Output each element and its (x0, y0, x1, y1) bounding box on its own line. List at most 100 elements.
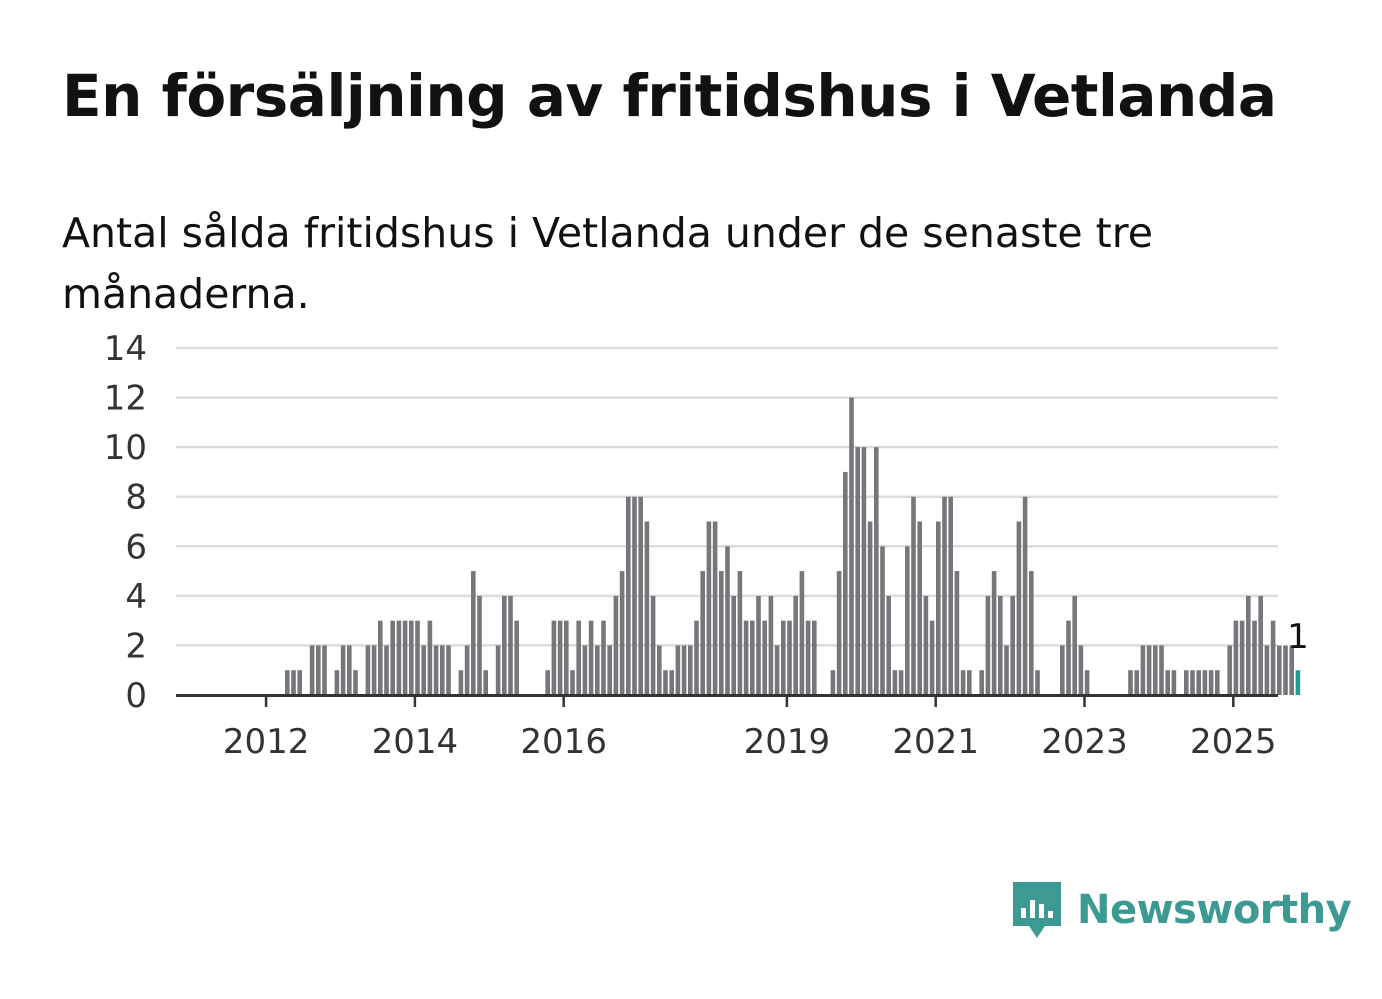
bar (681, 645, 687, 695)
bar (365, 645, 371, 695)
bar (892, 670, 898, 695)
bar (1146, 645, 1152, 695)
highlighted-bar (1295, 670, 1301, 695)
bar (843, 471, 848, 695)
bar (905, 546, 910, 695)
bar (1289, 645, 1294, 695)
bar (1258, 595, 1263, 695)
y-tick-label: 10 (104, 428, 147, 468)
bar (1208, 670, 1214, 695)
bar (1060, 645, 1065, 695)
bar (731, 595, 736, 695)
bar (1153, 645, 1158, 695)
bar (991, 571, 997, 695)
bar (1004, 645, 1009, 695)
bar (1184, 670, 1189, 695)
bar (638, 496, 643, 695)
bar (644, 521, 650, 695)
y-axis-tick-labels: 0 2 4 6 8 10 12 14 (104, 329, 147, 716)
bar (663, 670, 668, 695)
bar (588, 620, 594, 695)
bar (787, 620, 792, 695)
bar (1140, 645, 1146, 695)
newsworthy-logo: Newsworthy (1011, 878, 1352, 942)
bar (340, 645, 346, 695)
x-tick-label: 2021 (892, 722, 979, 762)
bar-chart-speech-bubble-icon (1013, 882, 1061, 938)
bar (1190, 670, 1195, 695)
bar (774, 645, 780, 695)
bar (1134, 670, 1139, 695)
bar (514, 620, 519, 695)
bar (948, 496, 953, 695)
bar (861, 447, 867, 695)
bar (471, 571, 476, 695)
bar (880, 546, 885, 695)
bar (1215, 670, 1220, 695)
chart-gridlines (176, 346, 1278, 647)
bar (898, 670, 904, 695)
bar (353, 670, 358, 695)
bar (1171, 670, 1177, 695)
bar (688, 645, 693, 695)
bar (316, 645, 321, 695)
y-tick-label: 8 (125, 478, 147, 518)
bar (1227, 645, 1232, 695)
bar (874, 447, 879, 695)
bar (1022, 496, 1028, 695)
bar (756, 595, 761, 695)
bar (446, 645, 451, 695)
x-tick-label: 2014 (372, 722, 459, 762)
bar (923, 595, 929, 695)
bar (1035, 670, 1040, 695)
bar (1239, 620, 1245, 695)
bar (793, 595, 798, 695)
x-tick-label: 2012 (223, 722, 310, 762)
bar (291, 670, 296, 695)
chart-title: En försäljning av fritidshus i Vetlanda (62, 62, 1277, 130)
bar (849, 397, 854, 695)
x-axis-tick-labels: 2012 2014 2016 2019 2021 2023 2025 (223, 695, 1277, 762)
bar (570, 670, 575, 695)
bar (595, 645, 600, 695)
bar (433, 645, 439, 695)
bar (1283, 645, 1288, 695)
bar (632, 496, 637, 695)
bar (929, 620, 935, 695)
bar (477, 595, 482, 695)
bar (1016, 521, 1022, 695)
bar (1270, 620, 1276, 695)
bar (297, 670, 302, 695)
bar (564, 620, 569, 695)
y-tick-label: 14 (104, 329, 147, 369)
bar (867, 521, 873, 695)
bar (1196, 670, 1201, 695)
bar (805, 620, 811, 695)
bar (960, 670, 966, 695)
bar (1029, 571, 1034, 695)
bar (309, 645, 315, 695)
bar (396, 620, 402, 695)
bar (601, 620, 606, 695)
bar (812, 620, 817, 695)
bar (390, 620, 395, 695)
bar (607, 645, 612, 695)
bar (545, 670, 550, 695)
bar (650, 595, 656, 695)
bar (743, 620, 749, 695)
bar (495, 645, 501, 695)
bar (657, 645, 662, 695)
bar (1233, 620, 1239, 695)
bar (347, 645, 352, 695)
bar (836, 571, 842, 695)
bar (1078, 645, 1084, 695)
bar (1202, 670, 1208, 695)
bar (700, 571, 705, 695)
bar (712, 521, 718, 695)
bar (551, 620, 557, 695)
bar (985, 595, 991, 695)
bar (762, 620, 767, 695)
bar (1165, 670, 1170, 695)
bar (1159, 645, 1164, 695)
